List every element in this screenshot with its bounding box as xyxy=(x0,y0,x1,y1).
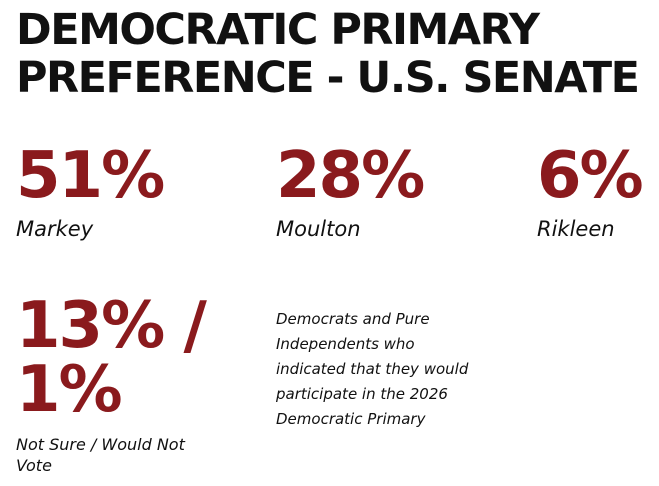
stat-label-rikleen: Rikleen xyxy=(537,217,615,241)
stat-label-markey: Markey xyxy=(16,217,94,241)
stat-label-not-sure-would-not-vote: Not Sure / Would Not Vote xyxy=(16,435,185,475)
stat-value-markey: 51% xyxy=(16,139,165,213)
stat-markey: 51% Markey xyxy=(16,139,165,242)
chart-title: DEMOCRATIC PRIMARY PREFERENCE - U.S. SEN… xyxy=(16,5,640,103)
stat-not-sure-would-not-vote: 13% / 1% Not Sure / Would Not Vote xyxy=(16,294,256,476)
stat-value-not-sure-would-not-vote: 13% / 1% xyxy=(16,289,207,427)
stat-value-rikleen: 6% xyxy=(537,139,644,213)
stat-moulton: 28% Moulton xyxy=(276,139,425,242)
stat-label-moulton: Moulton xyxy=(276,217,361,241)
stat-rikleen: 6% Rikleen xyxy=(537,139,644,242)
methodology-note: Democrats and Pure Independents who indi… xyxy=(276,310,469,428)
stat-value-moulton: 28% xyxy=(276,139,425,213)
